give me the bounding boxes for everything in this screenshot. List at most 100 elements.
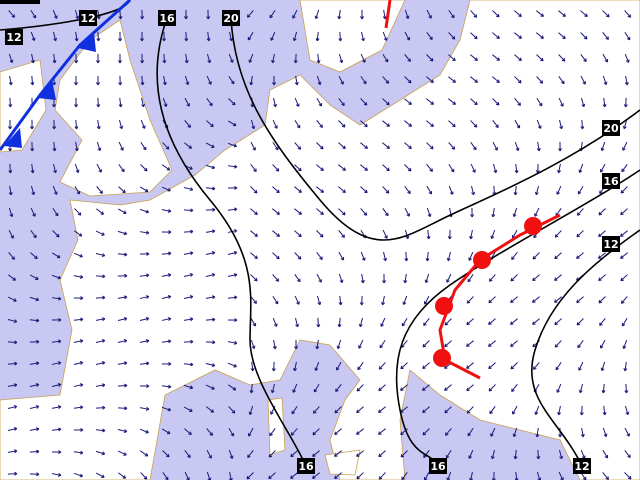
wind-arrow-head	[146, 209, 149, 213]
wind-arrow-head	[234, 363, 237, 367]
wind-arrow-head	[343, 211, 346, 215]
isoline-label: 16	[430, 460, 446, 473]
wind-arrow	[205, 273, 215, 277]
wind-arrow-head	[189, 295, 193, 297]
wind-arrow-head	[620, 213, 624, 216]
wind-arrow	[73, 384, 83, 387]
wind-arrow-head	[212, 207, 216, 211]
wind-arrow-head	[579, 390, 583, 394]
wind-arrow-head	[604, 104, 607, 108]
wind-arrow	[117, 450, 127, 456]
wind-arrow	[161, 295, 171, 299]
wind-arrow-head	[14, 361, 18, 364]
wind-arrow-head	[211, 229, 216, 232]
wind-arrow-head	[58, 450, 62, 453]
wind-arrow-head	[517, 147, 520, 151]
wind-arrow-head	[535, 192, 539, 196]
wind-arrow	[334, 428, 342, 435]
wind-arrow-head	[554, 323, 558, 326]
wind-arrow	[559, 119, 563, 129]
wind-arrow	[601, 141, 606, 151]
wind-arrow-head	[80, 274, 84, 278]
wind-arrow	[51, 340, 62, 343]
wind-arrow	[272, 164, 280, 172]
wind-arrow	[577, 185, 584, 195]
wind-arrow	[53, 53, 56, 64]
wind-arrow	[7, 319, 17, 323]
wind-arrow-head	[212, 186, 216, 190]
wind-arrow-head	[510, 279, 515, 282]
wind-arrow	[360, 98, 368, 106]
wind-arrow-head	[55, 169, 57, 173]
isoline-label: 20	[603, 122, 619, 135]
wind-arrow-head	[431, 101, 434, 105]
wind-arrow-head	[211, 273, 215, 275]
wind-arrow-head	[409, 167, 412, 172]
wind-arrow-head	[163, 38, 167, 42]
wind-arrow	[423, 450, 430, 458]
sicily	[324, 449, 361, 476]
wind-arrow	[382, 98, 390, 106]
wind-arrow-head	[80, 253, 83, 257]
wind-arrow	[316, 142, 324, 150]
wind-arrow	[448, 32, 456, 40]
isoline-label: 16	[159, 12, 175, 25]
wind-arrow	[52, 230, 60, 238]
wind-arrow-head	[449, 236, 452, 240]
wind-arrow	[316, 295, 321, 305]
wind-arrow	[488, 340, 496, 347]
wind-arrow	[74, 185, 80, 195]
label-box	[222, 10, 240, 26]
wind-arrow-head	[401, 345, 405, 348]
wind-arrow	[29, 473, 40, 475]
wind-arrow	[360, 75, 367, 85]
wind-arrow	[598, 208, 606, 216]
wind-arrow-head	[9, 170, 13, 174]
wind-arrow-head	[313, 411, 317, 414]
wind-arrow-head	[490, 434, 494, 437]
wind-arrow	[422, 362, 430, 369]
wind-arrow-head	[489, 412, 493, 415]
wind-arrow-head	[409, 145, 412, 149]
wind-arrow-head	[168, 430, 171, 434]
wind-arrow	[537, 449, 540, 460]
wind-arrow-head	[343, 189, 346, 193]
wind-arrow	[382, 164, 390, 171]
wind-arrow	[338, 120, 346, 128]
wind-arrow	[382, 76, 389, 84]
wind-arrow	[273, 97, 277, 107]
wind-arrow-head	[294, 368, 297, 372]
wind-arrow-head	[255, 189, 258, 194]
wind-arrow-head	[387, 101, 390, 105]
wind-arrow-head	[277, 233, 280, 237]
wind-arrow	[228, 98, 236, 106]
wind-arrow-head	[146, 406, 150, 410]
front-symbol	[473, 251, 491, 269]
wind-arrow	[73, 252, 83, 258]
wind-arrow	[206, 428, 213, 436]
wind-arrow-head	[605, 433, 608, 437]
wind-arrow	[74, 208, 82, 216]
wind-arrow	[9, 163, 11, 174]
wind-arrow-head	[273, 368, 276, 372]
wind-arrow-head	[497, 57, 500, 61]
wind-arrow	[273, 339, 276, 349]
wind-arrow	[272, 274, 280, 282]
wind-arrow-head	[555, 345, 559, 348]
wind-arrow	[227, 274, 237, 277]
wind-arrow	[356, 384, 364, 392]
wind-arrow-head	[488, 367, 492, 370]
wind-arrow	[184, 142, 192, 149]
wind-arrow-head	[53, 126, 57, 130]
wind-arrow-head	[621, 301, 625, 304]
wind-arrow	[161, 164, 171, 171]
wind-arrow	[74, 9, 79, 19]
wind-arrow	[532, 296, 540, 303]
wind-arrow	[513, 427, 518, 437]
wind-arrow-head	[234, 122, 237, 126]
wind-arrow-head	[409, 123, 412, 127]
wind-arrow-head	[295, 346, 299, 350]
wind-arrow-head	[208, 37, 211, 42]
wind-arrow-head	[269, 455, 273, 458]
